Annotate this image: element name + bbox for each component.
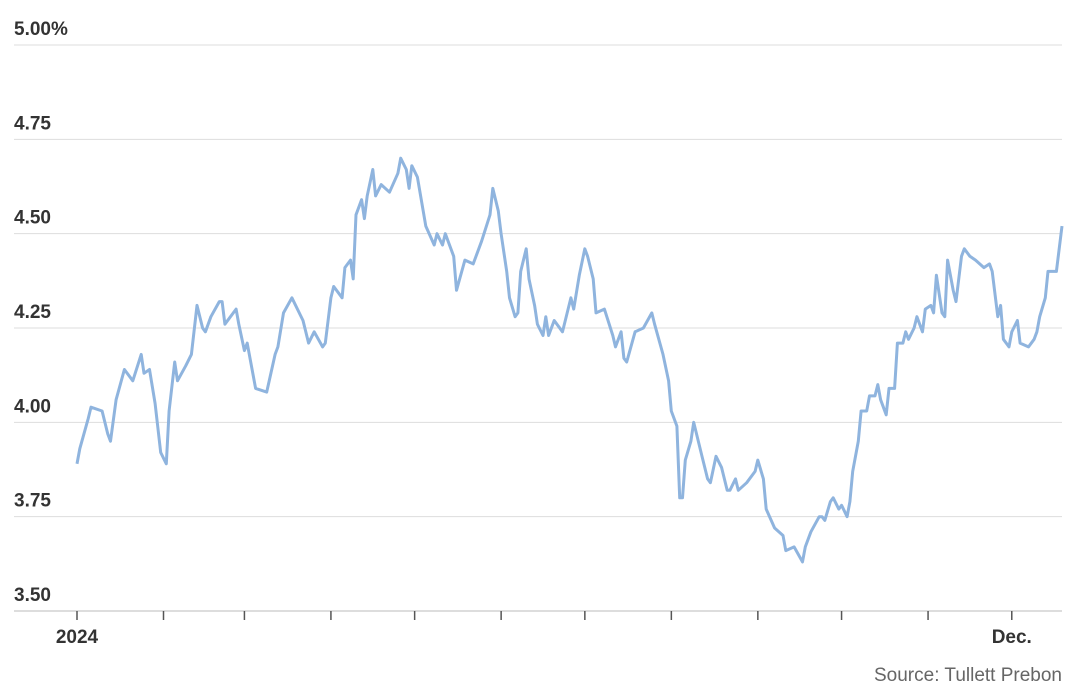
y-tick-label: 4.00 xyxy=(14,396,51,417)
x-tick-label: 2024 xyxy=(56,627,99,648)
y-tick-label: 4.50 xyxy=(14,208,51,229)
x-tick-label: Dec. xyxy=(992,627,1032,648)
y-tick-label: 4.25 xyxy=(14,302,51,323)
source-note: Source: Tullett Prebon xyxy=(874,665,1062,686)
y-tick-label: 3.75 xyxy=(14,491,51,512)
y-tick-label: 5.00% xyxy=(14,19,68,40)
y-tick-label: 4.75 xyxy=(14,113,51,134)
yield-line xyxy=(75,156,1064,564)
y-tick-label: 3.50 xyxy=(14,585,51,606)
